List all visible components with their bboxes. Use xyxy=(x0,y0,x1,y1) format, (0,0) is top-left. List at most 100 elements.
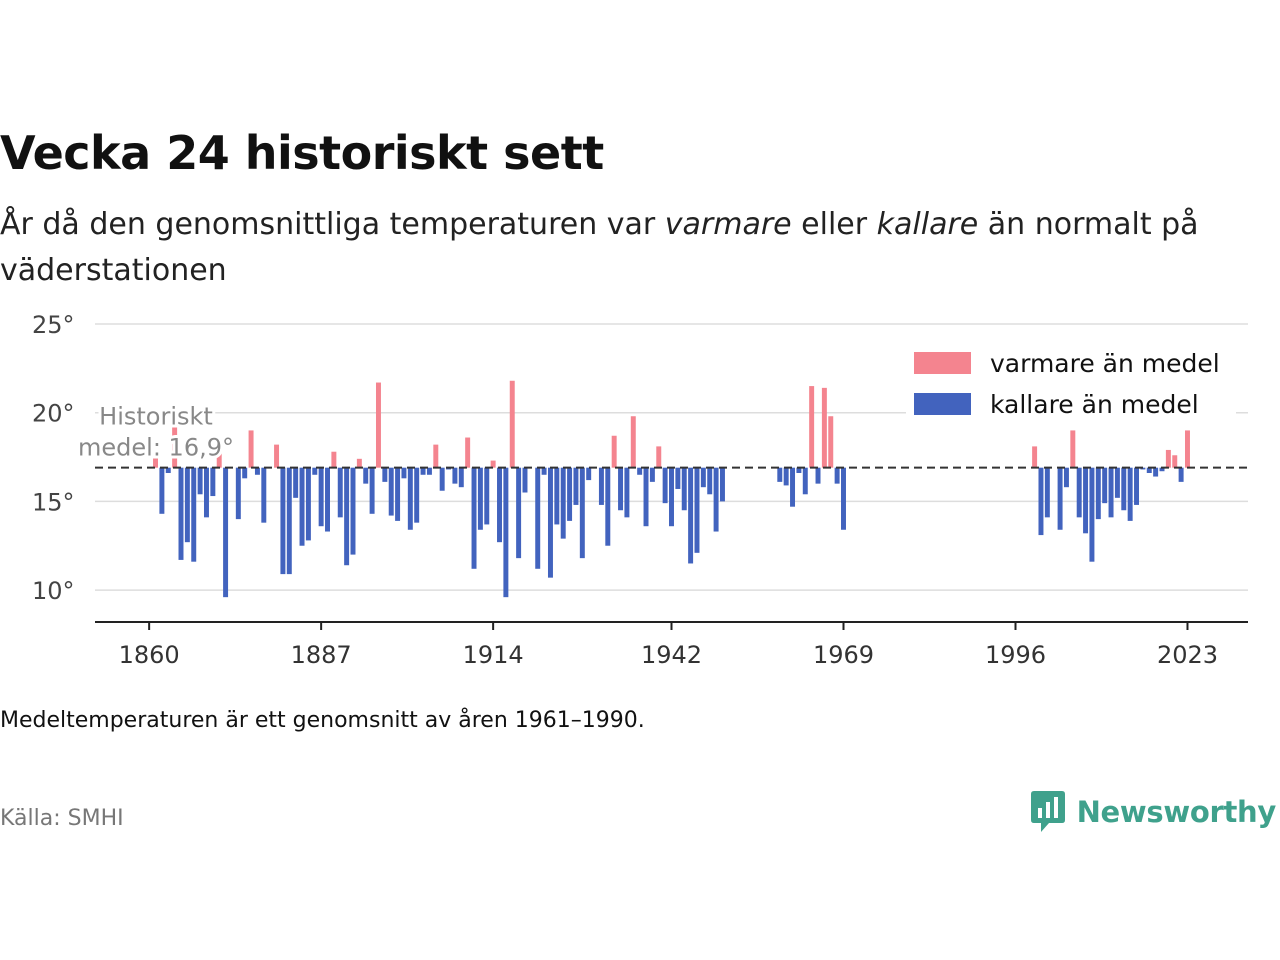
subtitle-part-intro: År då den genomsnittliga temperaturen va… xyxy=(0,207,665,242)
bar-cold xyxy=(662,467,668,504)
bar-cold xyxy=(1121,467,1127,511)
bar-cold xyxy=(261,467,267,523)
bar-warm xyxy=(331,451,337,468)
bar-cold xyxy=(1083,467,1089,534)
bar-cold xyxy=(407,467,413,530)
bar-cold xyxy=(1057,467,1063,530)
bar-warm xyxy=(248,430,254,468)
legend-swatch xyxy=(914,352,971,374)
temperature-bar-chart: 10° 15° 20° 25° 1860 1887 1914 1942 1969 1996 202… xyxy=(32,311,1248,669)
legend-label: varmare än medel xyxy=(990,349,1220,378)
bar-cold xyxy=(350,467,356,555)
bar-cold xyxy=(605,467,611,546)
bar-cold xyxy=(363,467,369,484)
bar-cold xyxy=(618,467,624,511)
bar-cold xyxy=(1114,467,1120,498)
bar-cold xyxy=(325,467,330,532)
bar-warm xyxy=(1032,446,1038,468)
page-title: Vecka 24 historiskt sett xyxy=(0,126,604,180)
bar-warm xyxy=(611,435,617,468)
bar-warm xyxy=(828,416,834,468)
legend-swatch xyxy=(914,393,971,415)
bar-cold xyxy=(815,467,821,484)
bar-cold xyxy=(337,467,343,518)
bar-cold xyxy=(395,467,401,521)
bar-cold xyxy=(286,467,292,575)
bar-cold xyxy=(547,467,553,578)
bar-cold xyxy=(649,467,655,482)
bar-cold xyxy=(223,467,229,598)
bar-cold xyxy=(414,467,420,523)
bar-cold xyxy=(312,467,318,475)
bar-cold xyxy=(305,467,311,541)
bar-cold xyxy=(834,467,840,484)
bar-cold xyxy=(637,467,643,475)
bar-cold xyxy=(426,467,432,475)
bar-warm xyxy=(356,458,362,468)
x-tick-label: 1942 xyxy=(641,641,702,669)
bar-cold xyxy=(567,467,573,521)
bar-cold xyxy=(675,467,681,489)
bars xyxy=(153,380,1190,598)
bar-cold xyxy=(522,467,528,493)
bar-cold xyxy=(1102,467,1108,504)
bar-warm xyxy=(375,382,381,468)
bar-cold xyxy=(541,467,547,475)
bar-cold xyxy=(643,467,649,527)
bar-cold xyxy=(688,467,694,564)
bar-cold xyxy=(344,467,350,566)
bar-cold xyxy=(624,467,630,518)
subtitle-part-mid: eller xyxy=(791,207,877,242)
y-tick-label: 20° xyxy=(32,400,75,428)
bar-cold xyxy=(439,467,445,491)
y-tick-label: 25° xyxy=(32,311,75,339)
bar-cold xyxy=(796,467,802,473)
bar-cold xyxy=(1134,467,1140,505)
bar-cold xyxy=(554,467,560,525)
bar-cold xyxy=(254,467,260,475)
bar-cold xyxy=(165,467,171,473)
bar-cold xyxy=(293,467,299,498)
bar-warm xyxy=(465,437,471,468)
bar-warm xyxy=(216,453,222,468)
bar-warm xyxy=(1184,430,1190,468)
newsworthy-chat-icon xyxy=(1030,791,1065,832)
x-tick-label: 2023 xyxy=(1157,641,1218,669)
bar-cold xyxy=(280,467,286,575)
x-tick-label: 1860 xyxy=(119,641,180,669)
bar-warm xyxy=(809,386,815,468)
bar-warm xyxy=(630,416,636,468)
bar-cold xyxy=(420,467,426,475)
bar-cold xyxy=(586,467,592,481)
bar-cold xyxy=(197,467,203,495)
source-credit: Källa: SMHI xyxy=(0,806,124,831)
bar-cold xyxy=(535,467,541,569)
bar-cold xyxy=(669,467,674,527)
bar-cold xyxy=(203,467,209,518)
bar-warm xyxy=(172,425,178,468)
bar-cold xyxy=(777,467,783,482)
bar-cold xyxy=(719,467,725,502)
bar-cold xyxy=(497,467,502,543)
y-axis: 10° 15° 20° 25° xyxy=(32,311,75,605)
bar-warm xyxy=(1070,430,1076,468)
bar-cold xyxy=(516,467,522,559)
x-tick-label: 1996 xyxy=(985,641,1046,669)
bar-cold xyxy=(700,467,706,488)
bar-cold xyxy=(1127,467,1133,521)
bar-cold xyxy=(598,467,604,505)
bar-cold xyxy=(178,467,184,560)
bar-cold xyxy=(159,467,165,514)
bar-cold xyxy=(681,467,687,511)
bar-cold xyxy=(382,467,388,482)
bar-warm xyxy=(1172,455,1178,468)
bar-cold xyxy=(299,467,305,546)
bar-cold xyxy=(477,467,483,530)
y-tick-label: 10° xyxy=(32,577,75,605)
bar-cold xyxy=(1044,467,1050,518)
bar-cold xyxy=(452,467,458,484)
brand-name: Newsworthy xyxy=(1076,795,1277,829)
bar-cold xyxy=(1153,467,1159,477)
legend-label: kallare än medel xyxy=(990,390,1199,419)
bar-cold xyxy=(713,467,719,532)
